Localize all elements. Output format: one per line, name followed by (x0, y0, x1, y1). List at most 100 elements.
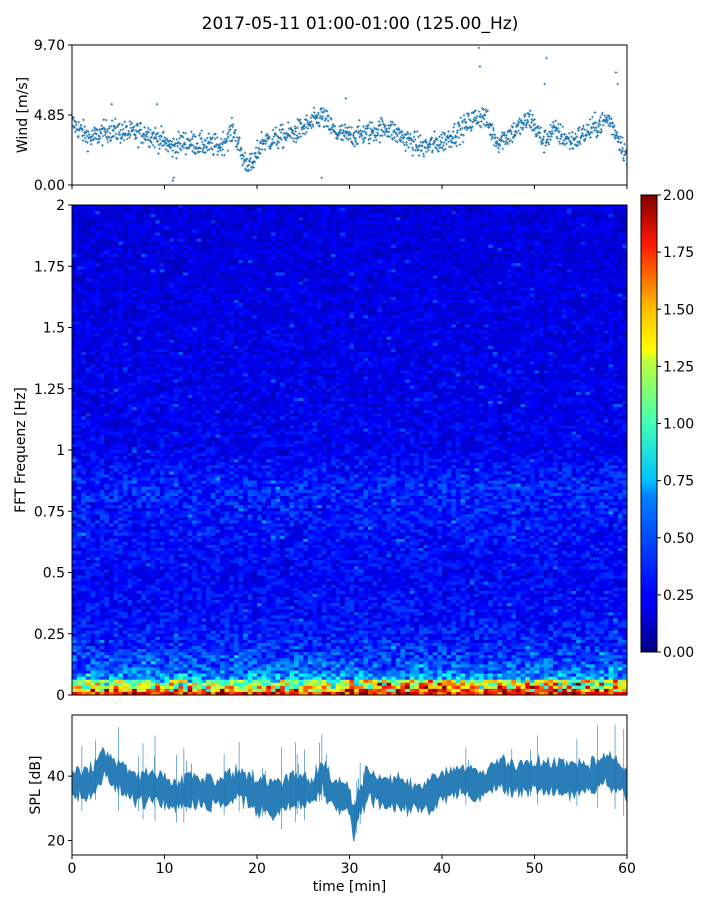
spectrogram-cell (289, 229, 295, 233)
spectrogram-cell (183, 220, 189, 224)
spectrogram-cell (423, 217, 429, 221)
spectrogram-cell (238, 238, 244, 243)
wind-point (113, 117, 117, 121)
spectrogram-cell (326, 257, 332, 261)
spectrogram-cell (331, 284, 337, 289)
spectrogram-cell (132, 223, 138, 227)
spectrogram-cell (414, 211, 420, 215)
spectrogram-cell (368, 214, 374, 218)
spectrogram-cell (455, 254, 461, 258)
spectrogram-cell (109, 284, 115, 289)
spectrogram-cell (104, 272, 110, 276)
spectrogram-cell (418, 247, 424, 252)
spectrogram-cell (432, 223, 438, 227)
spectrogram-cell (280, 229, 286, 233)
spectrogram-cell (344, 238, 350, 243)
spectrogram-cell (562, 284, 568, 289)
spectrogram-cell (525, 284, 531, 289)
wind-point (182, 131, 185, 135)
spectrogram-cell (613, 223, 619, 227)
spectrogram-cell (173, 223, 179, 227)
spectrogram-cell (95, 269, 101, 273)
spectrogram-cell (229, 254, 235, 258)
wind-point (130, 121, 134, 125)
spectrogram-cell (358, 278, 364, 282)
spectrogram-cell (502, 241, 508, 246)
spectrogram-cell (104, 284, 110, 289)
spectrogram-cell (229, 217, 235, 221)
wind-point (323, 125, 326, 128)
wind-point (501, 140, 505, 143)
spectrogram-cell (590, 290, 596, 295)
spectrogram-cell (344, 211, 350, 215)
spectrogram-cell (155, 260, 161, 264)
spectrogram-cell (132, 263, 138, 267)
spectrogram-cell (247, 293, 253, 298)
spectrogram-cell (280, 241, 286, 246)
spectrogram-cell (187, 220, 193, 224)
spectrogram-cell (520, 232, 526, 237)
spectrogram-cell (210, 281, 216, 286)
spectrogram-cell (497, 211, 503, 215)
spectrogram-cell (442, 284, 448, 289)
spectrogram-cell (331, 272, 337, 276)
spectrogram-cell (571, 214, 577, 218)
spectrogram-cell (317, 254, 323, 258)
spectrogram-cell (275, 220, 281, 224)
spectrogram-cell (257, 263, 263, 267)
spectrogram-cell (455, 263, 461, 267)
wind-point (570, 130, 574, 134)
spectrogram-cell (247, 266, 253, 270)
spectrogram-cell (127, 247, 133, 252)
spectrogram-cell (266, 235, 272, 240)
spectrogram-cell (520, 260, 526, 264)
spectrogram-cell (344, 272, 350, 276)
spectrogram-cell (405, 260, 411, 264)
spectrogram-cell (386, 241, 392, 246)
wind-point (424, 138, 428, 142)
spectrogram-cell (109, 220, 115, 224)
spectrogram-cell (159, 260, 165, 264)
spectrogram-cell (381, 272, 387, 276)
spectrogram-cell (183, 247, 189, 252)
spectrogram-cell (511, 287, 517, 292)
spectrogram-cell (446, 244, 452, 249)
wind-point (452, 125, 455, 129)
spectrogram-cell (349, 226, 355, 230)
spectrogram-cell (418, 266, 424, 270)
spectrogram-cell (307, 266, 313, 270)
spectrogram-cell (99, 284, 105, 289)
spectrogram-cell (183, 214, 189, 218)
wind-point (444, 139, 448, 142)
spectrogram-cell (206, 266, 212, 270)
wind-point (462, 113, 466, 117)
spectrogram-cell (409, 278, 415, 282)
spectrogram-cell (354, 257, 360, 261)
spectrogram-cell (95, 257, 101, 261)
spectrogram-cell (363, 269, 369, 273)
spectrogram-cell (275, 254, 281, 258)
spectrogram-cell (437, 223, 443, 227)
spectrogram-cell (617, 263, 623, 267)
spectrogram-cell (72, 220, 78, 224)
spectrogram-cell (224, 229, 230, 233)
spectrogram-cell (479, 229, 485, 233)
spectrogram-cell (85, 205, 91, 209)
spectrogram-cell (539, 287, 545, 292)
wind-point (200, 137, 203, 140)
spectrogram-cell (358, 217, 364, 221)
spectrogram-cell (488, 272, 494, 276)
spectrogram-cell (85, 275, 91, 279)
spectrogram-cell (252, 272, 258, 276)
spectrogram-cell (215, 284, 221, 289)
spectrogram-cell (492, 278, 498, 282)
spectrogram-cell (492, 284, 498, 289)
spectrogram-cell (474, 290, 480, 295)
spectrogram-cell (294, 266, 300, 270)
spectrogram-cell (298, 211, 304, 215)
spectrogram-cell (159, 235, 165, 240)
spectrogram-cell (233, 269, 239, 273)
spectrogram-cell (224, 257, 230, 261)
spectrogram-cell (395, 229, 401, 233)
spectrogram-cell (506, 272, 512, 276)
